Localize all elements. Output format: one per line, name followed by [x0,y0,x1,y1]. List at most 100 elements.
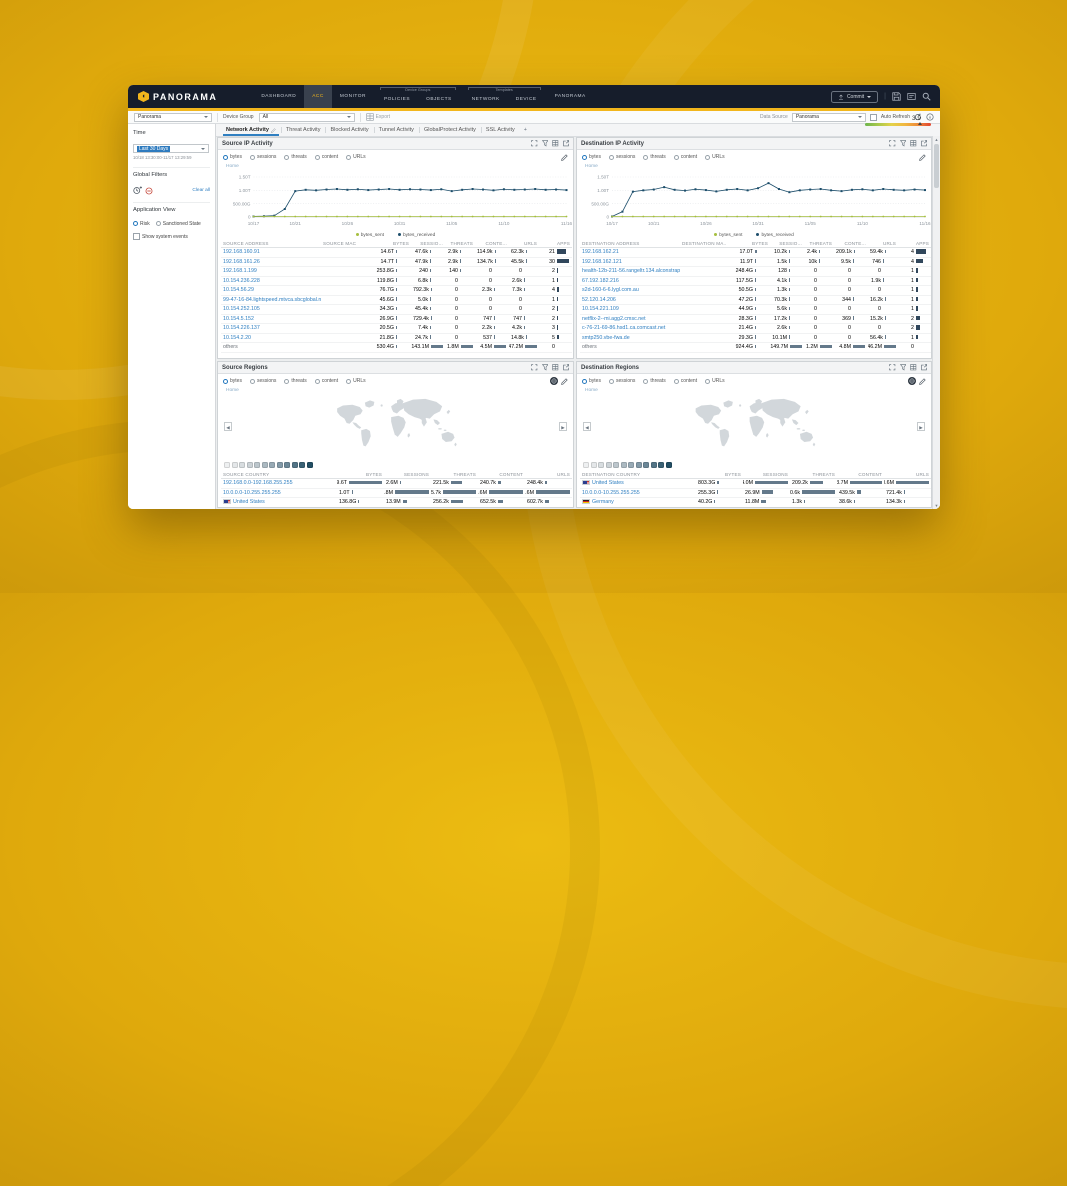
edit-chart-icon[interactable] [919,154,926,161]
address-link[interactable]: 10.154.236.228 [221,276,321,286]
nav-dashboard[interactable]: DASHBOARD [261,94,297,99]
tab-threat-activity[interactable]: Threat Activity [280,124,326,136]
show-system-events-checkbox[interactable] [133,233,140,240]
address-link[interactable]: 192.168.161.26 [221,257,321,267]
destination-regions-map[interactable]: ◀ ▶ [583,396,925,458]
address-link[interactable]: health-12b-211-56.rangeltr.134.alconstra… [580,266,680,277]
address-link[interactable]: 192.168.162.121 [580,257,680,267]
table-view-icon[interactable] [552,364,559,371]
country-link[interactable]: United States [580,478,696,489]
address-link[interactable]: 10.154.252.105 [221,304,321,315]
metric-radio-content[interactable]: content [314,378,338,384]
add-time-filter-icon[interactable] [133,186,142,195]
nav-policies[interactable]: POLICIES [383,96,411,102]
address-link[interactable]: netflix-2--mi.agg2.cmsc.net [580,314,680,324]
metric-radio-content[interactable]: content [673,154,697,160]
scroll-up-icon[interactable]: ▲ [934,137,939,142]
metric-radio-content[interactable]: content [314,154,338,160]
nav-objects[interactable]: OBJECTS [426,96,452,102]
address-link[interactable]: 52.120.14.206 [580,295,680,305]
metric-radio-bytes[interactable]: bytes [223,154,242,160]
save-config-icon[interactable] [892,92,901,101]
metric-radio-URLs[interactable]: URLs [346,378,366,384]
country-link[interactable]: 10.0.0.0-10.255.255.255 [221,488,337,498]
country-link[interactable]: Germany [580,497,696,507]
address-link[interactable]: smtp250.vbe-fwa.de [580,333,680,343]
scrollbar-thumb[interactable] [934,144,939,188]
edit-chart-icon[interactable] [561,378,568,385]
globe-icon[interactable] [550,377,558,385]
risk-radio[interactable]: Risk [133,221,150,227]
source-regions-map[interactable]: ◀ ▶ [224,396,567,458]
table-view-icon[interactable] [910,140,917,147]
export-widget-icon[interactable] [563,140,570,147]
metric-radio-sessions[interactable]: sessions [249,154,276,160]
add-tab-button[interactable]: + [523,127,527,133]
map-prev-button[interactable]: ◀ [583,422,591,432]
country-link[interactable]: 10.0.0.0-10.255.255.255 [580,488,696,498]
tab-ssl-activity[interactable]: SSL Activity [480,124,520,136]
time-range-select[interactable]: Last 30 Days [133,144,209,153]
maximize-icon[interactable] [531,140,538,147]
scroll-down-icon[interactable]: ▼ [934,503,939,508]
metric-radio-sessions[interactable]: sessions [608,378,635,384]
metric-radio-URLs[interactable]: URLs [346,154,366,160]
table-view-icon[interactable] [910,364,917,371]
commit-button[interactable]: Commit [830,90,879,103]
data-source-select[interactable]: Panorama [791,112,866,122]
context-select[interactable]: Panorama [134,112,212,122]
tab-globalprotect-activity[interactable]: GlobalProtect Activity [418,124,481,136]
maximize-icon[interactable] [531,364,538,371]
content-scrollbar[interactable]: ▲ ▼ [932,136,940,509]
tab-network-activity[interactable]: Network Activity [221,124,281,136]
address-link[interactable]: c-76-21-69-86.hsd1.ca.comcast.net [580,323,680,334]
tab-tunnel-activity[interactable]: Tunnel Activity [373,124,419,136]
nav-network[interactable]: NETWORK [471,96,500,102]
globe-icon[interactable] [908,377,916,385]
filter-icon[interactable] [900,364,907,371]
metric-radio-threats[interactable]: threats [643,378,666,384]
filter-icon[interactable] [542,140,549,147]
metric-radio-URLs[interactable]: URLs [705,154,725,160]
edit-chart-icon[interactable] [561,154,568,161]
metric-radio-sessions[interactable]: sessions [608,154,635,160]
address-link[interactable]: 10.154.221.109 [580,304,680,315]
metric-radio-sessions[interactable]: sessions [249,378,276,384]
nav-device[interactable]: DEVICE [515,96,537,102]
map-next-button[interactable]: ▶ [559,422,567,432]
tab-blocked-activity[interactable]: Blocked Activity [325,124,373,136]
country-link[interactable]: United States [221,497,337,507]
metric-radio-bytes[interactable]: bytes [223,378,242,384]
clear-all-link[interactable]: Clear all [192,188,210,193]
address-link[interactable]: 192.168.162.21 [580,247,680,258]
export-widget-icon[interactable] [921,364,928,371]
remove-filter-icon[interactable] [145,187,153,195]
metric-radio-URLs[interactable]: URLs [705,378,725,384]
country-link[interactable]: 192.168.0.0-192.168.255.255 [221,478,337,489]
address-link[interactable]: 99-47-16-84.lightspeed.mtvca.sbcglobal.n… [221,295,321,305]
filter-icon[interactable] [900,140,907,147]
address-link[interactable]: s2d-160-6-6.lygl.com.au [580,285,680,296]
address-link[interactable]: 10.154.2.20 [221,333,321,343]
metric-radio-bytes[interactable]: bytes [582,378,601,384]
metric-radio-content[interactable]: content [673,378,697,384]
metric-radio-bytes[interactable]: bytes [582,154,601,160]
table-view-icon[interactable] [552,140,559,147]
metric-radio-threats[interactable]: threats [643,154,666,160]
search-icon[interactable] [922,92,931,101]
address-link[interactable]: 10.154.56.29 [221,285,321,296]
address-link[interactable]: 10.154.5.152 [221,314,321,324]
map-next-button[interactable]: ▶ [917,422,925,432]
export-button[interactable]: Export [366,113,390,121]
address-link[interactable]: 10.154.226.137 [221,323,321,334]
nav-acc[interactable]: ACC [304,85,332,108]
address-link[interactable]: 67.192.182.216 [580,276,680,286]
nav-monitor[interactable]: MONITOR [339,94,366,99]
map-prev-button[interactable]: ◀ [224,422,232,432]
export-widget-icon[interactable] [563,364,570,371]
chart-home-link[interactable]: Home [585,164,598,169]
maximize-icon[interactable] [889,140,896,147]
address-link[interactable]: 192.168.160.91 [221,247,321,258]
maximize-icon[interactable] [889,364,896,371]
address-link[interactable]: 192.168.1.199 [221,266,321,277]
